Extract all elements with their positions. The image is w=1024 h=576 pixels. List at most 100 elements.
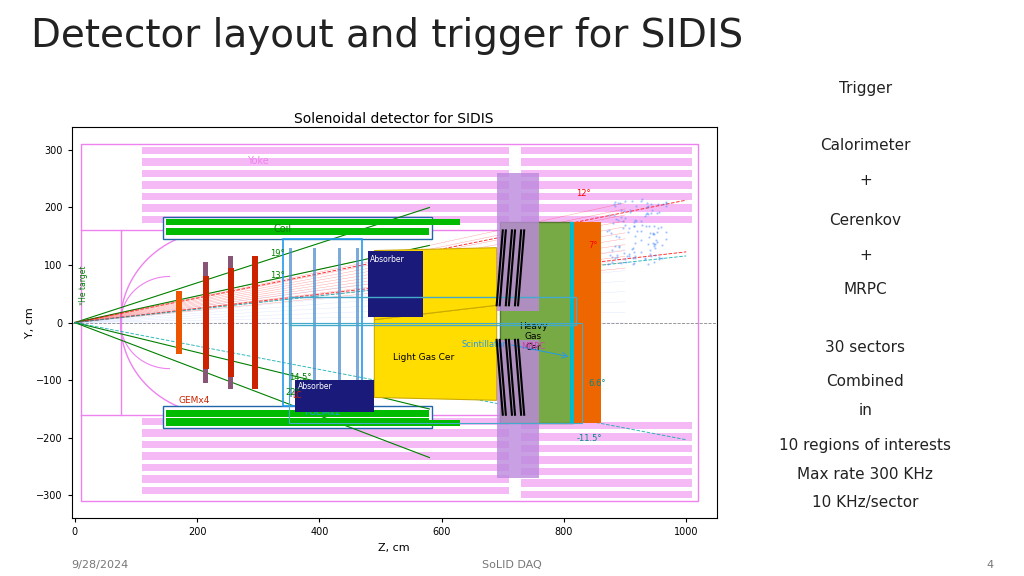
Point (622, 223, 638, 233)
Text: 22°: 22° (286, 388, 300, 396)
Point (615, 248, 632, 257)
Point (626, 221, 642, 230)
Point (606, 242, 623, 251)
Point (641, 233, 657, 242)
Point (621, 228, 637, 237)
Point (629, 227, 645, 236)
Bar (167, 418, 429, 423)
Point (637, 253, 653, 262)
Point (606, 199, 623, 208)
Point (648, 227, 665, 236)
Polygon shape (375, 305, 497, 400)
Bar (283, 239, 362, 406)
Bar (142, 464, 509, 471)
Point (626, 243, 642, 252)
Text: 19°: 19° (270, 249, 285, 258)
Point (645, 229, 662, 238)
Point (602, 229, 618, 238)
Point (645, 240, 662, 249)
Text: MRPC: MRPC (521, 342, 545, 351)
Text: SoLID DAQ: SoLID DAQ (482, 560, 542, 570)
Point (633, 236, 649, 245)
Point (644, 206, 660, 215)
Point (639, 202, 655, 211)
Point (626, 259, 642, 268)
Text: -11.5°: -11.5° (577, 434, 602, 442)
Point (608, 251, 625, 260)
Point (600, 259, 616, 268)
Bar (176, 323, 181, 354)
Point (637, 211, 653, 221)
Y-axis label: Y, cm: Y, cm (25, 307, 35, 338)
Bar (521, 456, 692, 464)
Point (616, 207, 633, 216)
Bar (167, 219, 460, 225)
Text: GEMx4: GEMx4 (179, 396, 210, 406)
Point (640, 259, 656, 268)
Point (610, 216, 627, 225)
Point (611, 198, 628, 207)
Title: Solenoidal detector for SIDIS: Solenoidal detector for SIDIS (295, 112, 494, 126)
Point (655, 199, 672, 209)
Point (599, 226, 615, 236)
Text: 14.5°: 14.5° (289, 373, 311, 382)
Point (627, 238, 643, 248)
Bar (521, 468, 692, 475)
Bar (142, 452, 509, 460)
Bar (570, 222, 573, 423)
Bar (521, 491, 692, 498)
Bar (142, 181, 509, 189)
Point (612, 205, 629, 214)
Point (605, 211, 622, 220)
Bar (227, 268, 233, 323)
Text: 6.6°: 6.6° (589, 379, 606, 388)
Point (641, 222, 657, 231)
Bar (521, 170, 692, 177)
Point (628, 253, 644, 263)
Point (633, 195, 649, 204)
Bar (121, 230, 512, 415)
Point (639, 202, 655, 211)
Point (633, 226, 649, 235)
Point (649, 223, 666, 233)
Point (628, 217, 644, 226)
Bar (203, 262, 208, 383)
Text: Yoke: Yoke (248, 156, 269, 165)
Text: Calorimeter: Calorimeter (820, 138, 910, 153)
Point (649, 237, 666, 247)
Point (626, 247, 642, 256)
Text: 9/28/2024: 9/28/2024 (72, 560, 129, 570)
Bar (521, 479, 692, 487)
Text: Light Gas Cer: Light Gas Cer (392, 353, 454, 362)
Point (627, 232, 643, 241)
Point (646, 251, 663, 260)
Bar (313, 248, 316, 397)
Point (633, 247, 649, 256)
Point (604, 245, 621, 255)
Point (602, 250, 618, 259)
Point (639, 209, 655, 218)
Point (621, 252, 637, 261)
Bar (176, 323, 181, 354)
Point (649, 209, 666, 218)
Point (626, 253, 642, 263)
Bar (573, 222, 601, 423)
Bar (521, 445, 692, 452)
Point (651, 255, 668, 264)
Bar (497, 340, 540, 478)
Bar (289, 248, 292, 397)
Point (627, 251, 643, 260)
Bar (295, 380, 375, 412)
Point (614, 217, 631, 226)
Text: Heavy
Gas
Cer: Heavy Gas Cer (519, 322, 548, 352)
Bar (167, 410, 429, 416)
Bar (164, 406, 432, 428)
Bar (142, 204, 509, 212)
Point (615, 223, 632, 233)
Text: Combined: Combined (826, 374, 904, 389)
Point (626, 217, 642, 226)
Point (624, 244, 640, 253)
Text: LC: LC (292, 391, 301, 400)
Point (657, 198, 674, 207)
Bar (164, 217, 432, 239)
